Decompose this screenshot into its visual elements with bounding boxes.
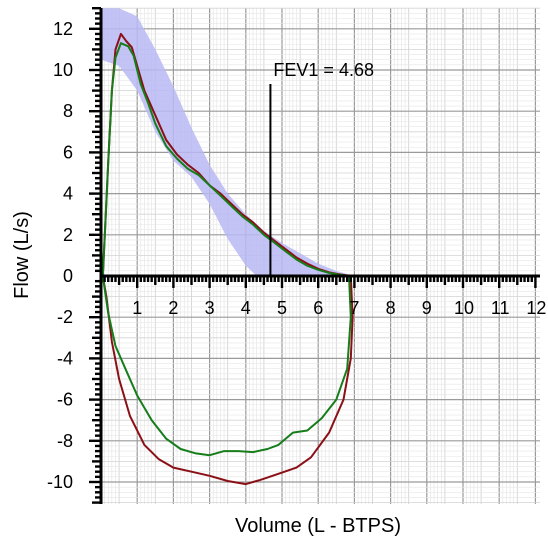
x-tick-label: 6 [313, 298, 323, 318]
x-tick-label: 3 [205, 298, 215, 318]
y-axis-title: Flow (L/s) [11, 211, 33, 299]
x-tick-label: 5 [277, 298, 287, 318]
x-tick-label: 4 [241, 298, 251, 318]
y-tick-label: -2 [57, 307, 73, 327]
x-tick-label: 8 [386, 298, 396, 318]
y-tick-label: -6 [57, 390, 73, 410]
x-tick-label: 9 [422, 298, 432, 318]
y-tick-label: 10 [53, 60, 73, 80]
x-tick-label: 10 [454, 298, 474, 318]
tick-marks [89, 6, 537, 504]
x-tick-label: 2 [168, 298, 178, 318]
x-tick-label: 11 [491, 298, 510, 318]
x-tick-label: 7 [349, 298, 359, 318]
y-tick-labels: 12 10 8 6 4 2 0 -2 -4 -6 -8 -10 [47, 19, 73, 492]
x-axis-title: Volume (L - BTPS) [235, 515, 401, 537]
y-tick-label: 12 [53, 19, 73, 39]
y-tick-label: 8 [63, 101, 73, 121]
x-tick-label: 12 [526, 298, 546, 318]
y-tick-label: -4 [57, 348, 73, 368]
y-tick-label: -10 [47, 472, 73, 492]
y-tick-label: -8 [57, 431, 73, 451]
x-tick-label: 1 [132, 298, 142, 318]
y-tick-label: 2 [63, 225, 73, 245]
series-line-2 [101, 42, 352, 457]
y-tick-label: 6 [63, 142, 73, 162]
y-tick-label: 4 [63, 184, 73, 204]
series-layer [101, 32, 354, 486]
x-tick-labels: 1 2 3 4 5 6 7 8 9 10 11 12 [132, 298, 546, 318]
predicted-normal-band [101, 8, 351, 276]
y-tick-label: 0 [63, 266, 73, 286]
fev1-annotation: FEV1 = 4.68 [273, 60, 374, 80]
